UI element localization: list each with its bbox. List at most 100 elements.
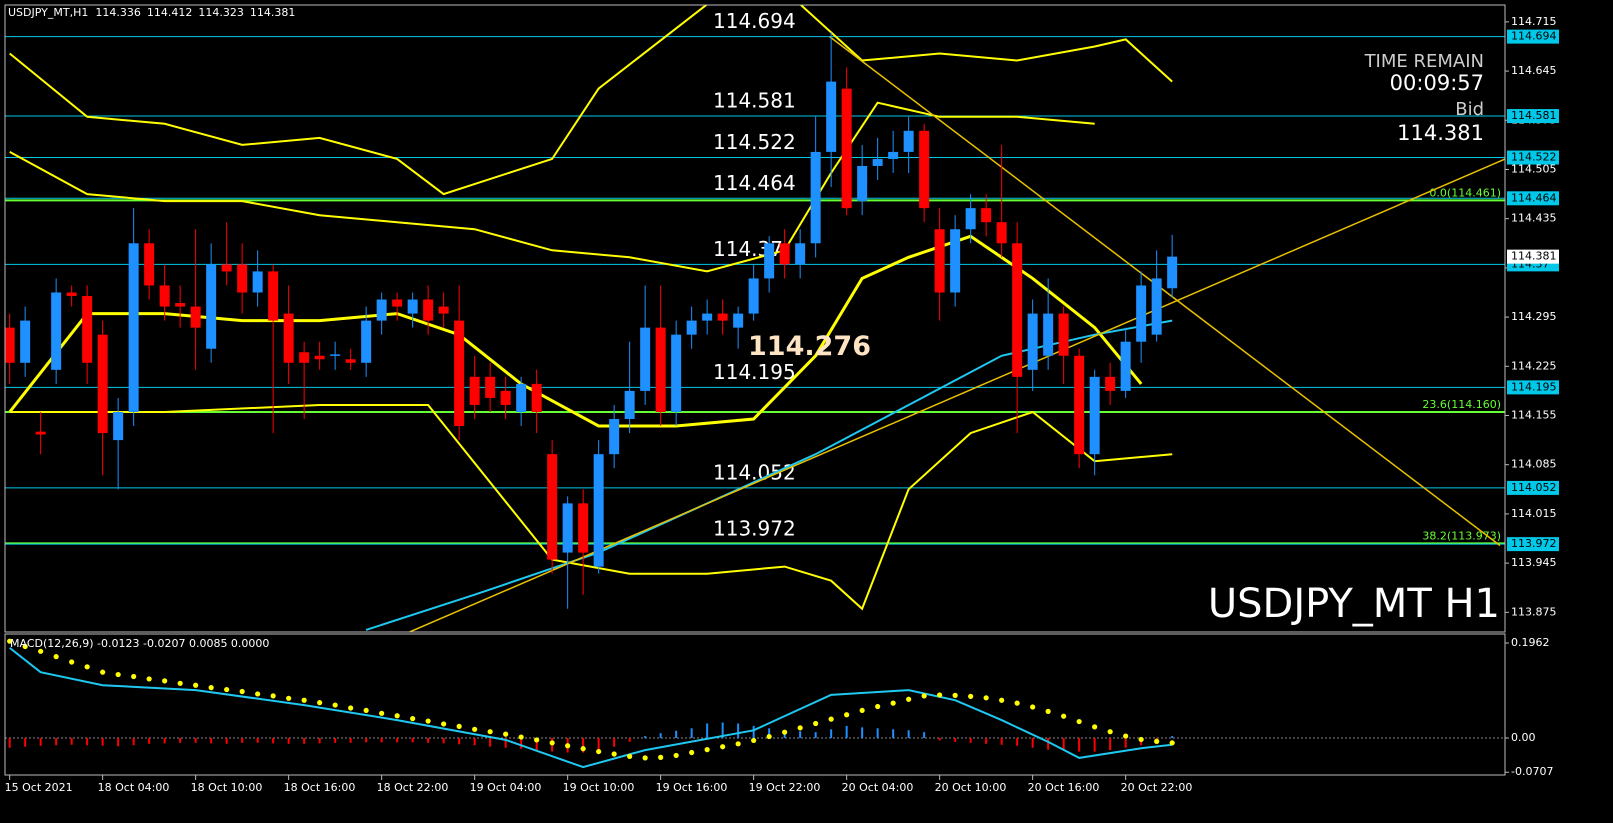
signal-dot <box>317 700 323 706</box>
candle-body <box>20 320 31 363</box>
candle-body <box>717 313 728 321</box>
candle-body <box>299 352 310 363</box>
indicator-line <box>9 404 1173 611</box>
level-label: 114.694 <box>713 9 796 33</box>
candle-body <box>748 278 759 314</box>
fib-label: 38.2(113.973) <box>1422 529 1501 542</box>
signal-dot <box>534 737 540 743</box>
y-tick-label: 114.505 <box>1511 162 1557 175</box>
signal-dot <box>565 743 571 749</box>
candle-body <box>1089 376 1100 455</box>
signal-dot <box>84 664 90 670</box>
watermark: USDJPY_MT H1 <box>1208 581 1500 627</box>
signal-dot <box>890 700 896 706</box>
signal-dot <box>751 737 757 744</box>
current-price-box <box>1507 249 1559 264</box>
x-tick-label: 18 Oct 16:00 <box>284 781 356 794</box>
indicator-line <box>9 101 1095 273</box>
signal-dot <box>859 707 865 714</box>
macd-line <box>9 647 1173 769</box>
candle-body <box>1027 313 1038 370</box>
signal-dot <box>22 643 28 650</box>
signal-dot <box>162 678 168 684</box>
signal-dot <box>239 688 245 695</box>
x-tick-label: 19 Oct 22:00 <box>749 781 821 794</box>
indicator-line <box>9 5 1173 196</box>
level-price-box <box>1507 191 1559 206</box>
signal-dot <box>596 748 602 755</box>
candle-body <box>857 165 868 202</box>
candle-body <box>702 313 713 321</box>
signal-dot <box>828 716 834 722</box>
macd-plot <box>5 638 1505 769</box>
level-price-box <box>1507 109 1559 124</box>
signal-dot <box>906 696 912 702</box>
signal-dot <box>704 747 710 753</box>
trend-line <box>409 158 1505 632</box>
x-tick-label: 19 Oct 04:00 <box>470 781 542 794</box>
bid-price: 114.381 <box>1397 121 1484 145</box>
candle-body <box>609 419 620 455</box>
signal-dot <box>627 753 633 760</box>
candle-body <box>888 151 899 159</box>
level-price-label: 114.522 <box>1511 151 1557 164</box>
candle-body <box>1105 376 1116 391</box>
y-tick-label: 114.645 <box>1511 64 1557 77</box>
signal-dot <box>968 693 974 699</box>
signal-dot <box>1045 708 1051 714</box>
signal-dot <box>456 723 462 729</box>
x-tick-label: 20 Oct 04:00 <box>842 781 914 794</box>
header-item: 114.412 <box>147 6 193 19</box>
signal-dot <box>983 695 989 701</box>
y-tick-label: 114.015 <box>1511 507 1557 520</box>
candle-body <box>516 383 527 412</box>
candle-body <box>500 390 511 405</box>
candle-body <box>345 359 356 363</box>
signal-dot <box>549 740 555 746</box>
signal-dot <box>689 749 695 756</box>
x-tick-label: 18 Oct 10:00 <box>191 781 263 794</box>
signal-dot <box>301 697 307 703</box>
signal-dot <box>1107 729 1113 735</box>
signal-dot <box>410 716 416 722</box>
y-tick-label: 0.00 <box>1511 731 1536 744</box>
signal-dot <box>363 707 369 714</box>
y-tick-label: 114.435 <box>1511 212 1557 225</box>
candle-body <box>1151 278 1162 335</box>
candle-body <box>66 292 77 297</box>
macd-title: MACD(12,26,9) -0.0123 -0.0207 0.0085 0.0… <box>10 637 269 650</box>
candle-body <box>1058 313 1069 356</box>
trend-line <box>829 36 1501 547</box>
signal-dot <box>518 734 524 740</box>
time-remain: 00:09:57 <box>1390 71 1484 95</box>
y-tick-label: -0.0707 <box>1511 765 1553 778</box>
x-tick-label: 18 Oct 04:00 <box>98 781 170 794</box>
candle-body <box>733 313 744 328</box>
signal-dot <box>875 703 881 710</box>
candle-body <box>1012 243 1023 377</box>
candle-body <box>314 355 325 360</box>
signal-dot <box>146 676 152 682</box>
level-price-label: 113.972 <box>1511 537 1557 550</box>
overlay: 114.715114.645114.575114.505114.435114.3… <box>5 6 1559 794</box>
x-tick-label: 15 Oct 2021 <box>5 781 73 794</box>
header-item: USDJPY_MT,H1 <box>8 6 88 19</box>
level-label: 114.581 <box>713 89 796 113</box>
signal-dot <box>720 744 726 750</box>
level-price-box <box>1507 29 1559 44</box>
fib-label: 23.6(114.160) <box>1422 398 1501 411</box>
candle-body <box>423 299 434 321</box>
signal-dot <box>472 726 478 732</box>
signal-dot <box>348 705 354 711</box>
y-tick-label: 114.085 <box>1511 458 1557 471</box>
candle-body <box>159 285 170 307</box>
signal-dot <box>441 721 447 727</box>
candle-body <box>779 243 790 265</box>
y-tick-label: 114.225 <box>1511 359 1557 372</box>
signal-dot <box>1092 724 1098 730</box>
candle-body <box>810 151 821 244</box>
candle-body <box>965 208 976 230</box>
candle-body <box>531 383 542 412</box>
signal-dot <box>115 671 121 678</box>
header-item: 114.323 <box>198 6 244 19</box>
